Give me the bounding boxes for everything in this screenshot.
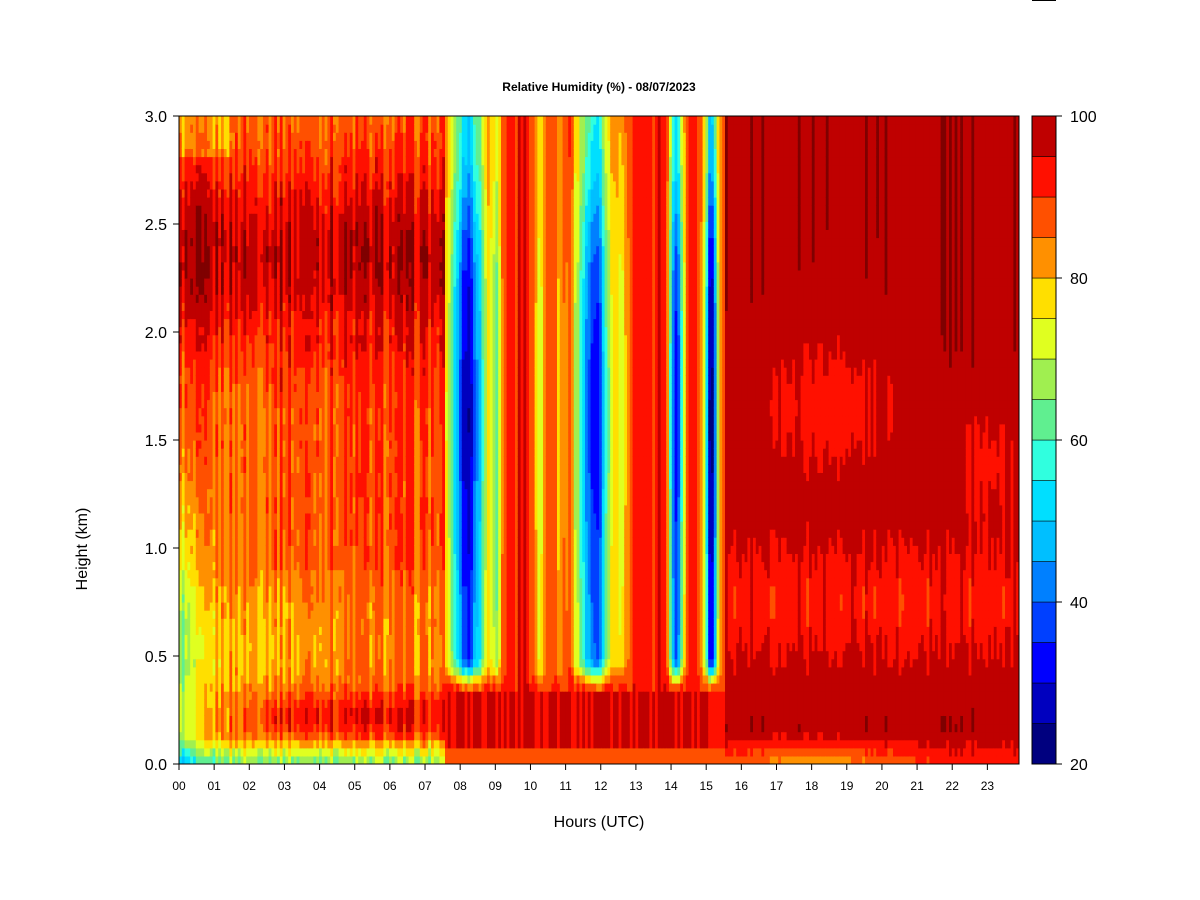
plot-area (179, 116, 1020, 765)
